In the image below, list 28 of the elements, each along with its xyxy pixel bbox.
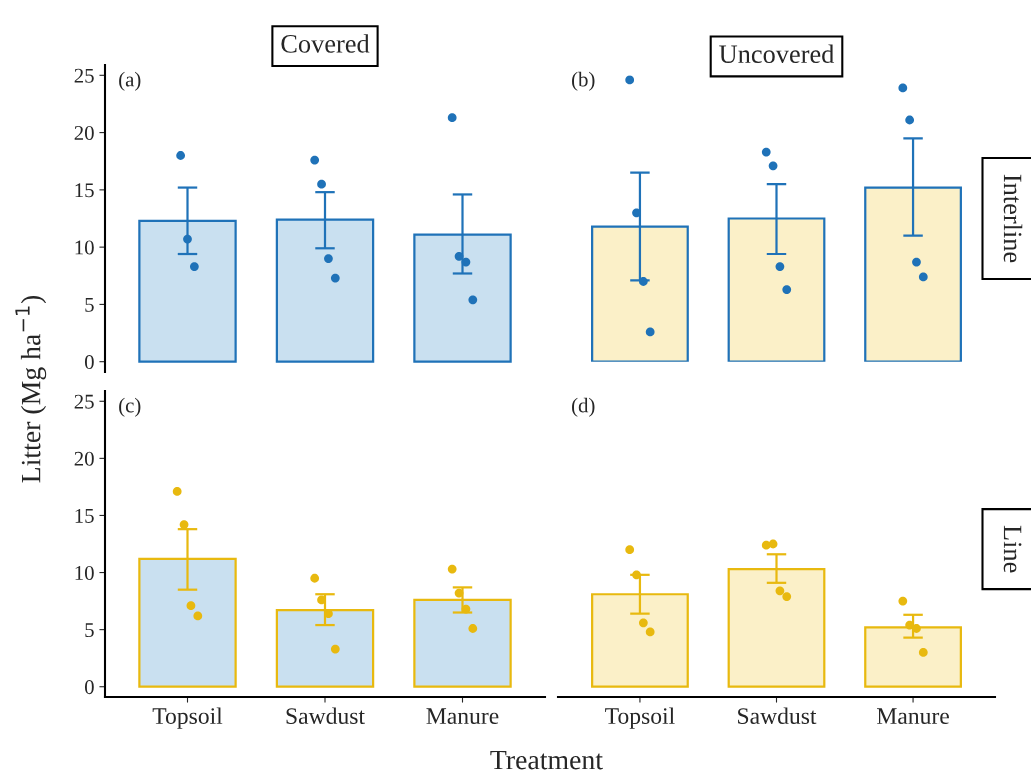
text: Line: [1003, 525, 1022, 573]
y-tick-label: 0: [84, 680, 94, 695]
x-tick-label: Sawdust: [738, 707, 817, 725]
y-tick-label: 20: [74, 125, 94, 141]
y-tick-label: 5: [85, 623, 94, 638]
x-tick-label: Manure: [426, 708, 499, 725]
chart-title: Uncovered: [719, 44, 835, 64]
annotation: (c): [119, 397, 141, 417]
y-tick-label: 25: [74, 68, 94, 83]
x-tick-label: Topsoil: [605, 707, 675, 729]
y-tick-label: 15: [75, 508, 94, 523]
x-tick-label: Topsoil: [152, 707, 223, 729]
y-tick-label: 20: [74, 451, 94, 466]
annotation: (b): [572, 71, 595, 91]
x-tick-label: Manure: [877, 708, 949, 725]
y-tick-label: 10: [75, 565, 94, 580]
y-tick-label: 5: [85, 298, 94, 312]
text: Interline: [1003, 174, 1023, 263]
y-tick-label: 15: [75, 183, 94, 198]
y-tick-label: 25: [74, 394, 94, 409]
annotation: (d): [572, 397, 595, 417]
y-tick-label: 10: [75, 240, 94, 255]
annotation: (a): [119, 71, 141, 91]
y-axis-title: Litter (Mg ha$^{−1}$): [15, 295, 47, 483]
x-axis-title: Treatment: [490, 750, 603, 770]
y-tick-label: 0: [84, 355, 94, 370]
chart-title: Covered: [281, 34, 370, 53]
x-tick-label: Sawdust: [286, 707, 365, 725]
